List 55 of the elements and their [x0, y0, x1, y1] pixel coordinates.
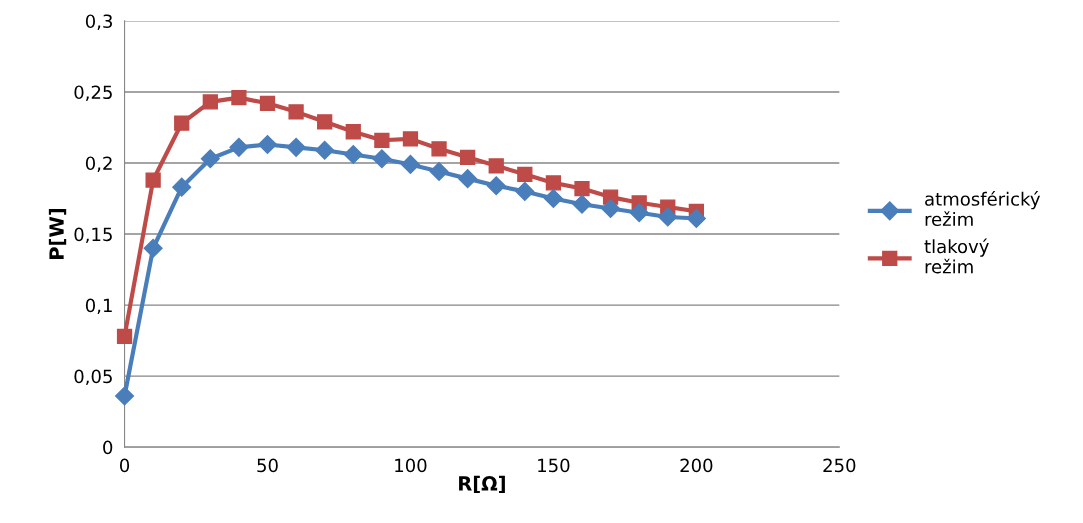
x-tick-label: 150	[538, 458, 570, 473]
point	[543, 188, 563, 209]
legend-label: atmosférický režim	[925, 191, 1040, 227]
point	[545, 175, 562, 191]
x-tick-label: 50	[257, 458, 278, 473]
y-tick-label: 0,2	[85, 156, 112, 172]
point	[315, 140, 335, 160]
y-tick-label: 0,05	[74, 369, 112, 386]
point	[400, 154, 420, 174]
point	[402, 131, 419, 147]
point	[172, 177, 192, 197]
point	[200, 149, 220, 169]
point	[515, 181, 535, 201]
y-tick-label: 0,1	[85, 298, 112, 315]
point	[257, 134, 278, 155]
point	[686, 208, 706, 228]
point	[658, 207, 678, 227]
point	[431, 141, 447, 157]
point	[259, 95, 276, 111]
point	[288, 104, 304, 120]
point	[115, 386, 135, 406]
point	[372, 149, 392, 169]
y-tick-label: 0,15	[74, 227, 112, 243]
point	[488, 158, 504, 174]
point	[517, 166, 533, 183]
point	[229, 137, 249, 157]
point	[174, 115, 190, 131]
x-tick-label: 250	[823, 458, 856, 473]
x-tick-label: 0	[119, 458, 130, 473]
y-tick-label: 0	[103, 440, 113, 455]
point	[429, 161, 449, 182]
point	[374, 132, 390, 148]
point	[345, 124, 361, 140]
y-tick-label: 0,3	[85, 14, 112, 30]
point	[143, 238, 163, 258]
point	[231, 90, 247, 106]
point	[286, 137, 306, 157]
point	[574, 180, 590, 197]
point	[572, 194, 592, 214]
point	[629, 203, 649, 223]
point	[459, 149, 476, 165]
point	[317, 114, 333, 130]
point	[116, 328, 133, 344]
legend-label: tlakový režim	[924, 238, 989, 274]
y-tick-label: 0,25	[74, 85, 112, 101]
point	[486, 176, 506, 196]
y-axis-title: P[W]	[48, 208, 67, 259]
point	[458, 169, 478, 189]
point	[343, 144, 363, 165]
x-tick-label: 200	[680, 458, 713, 473]
point	[601, 198, 621, 219]
x-tick-label: 100	[395, 458, 427, 473]
point	[145, 172, 161, 188]
x-axis-title: R[Ω]	[459, 475, 505, 494]
point	[202, 94, 218, 110]
